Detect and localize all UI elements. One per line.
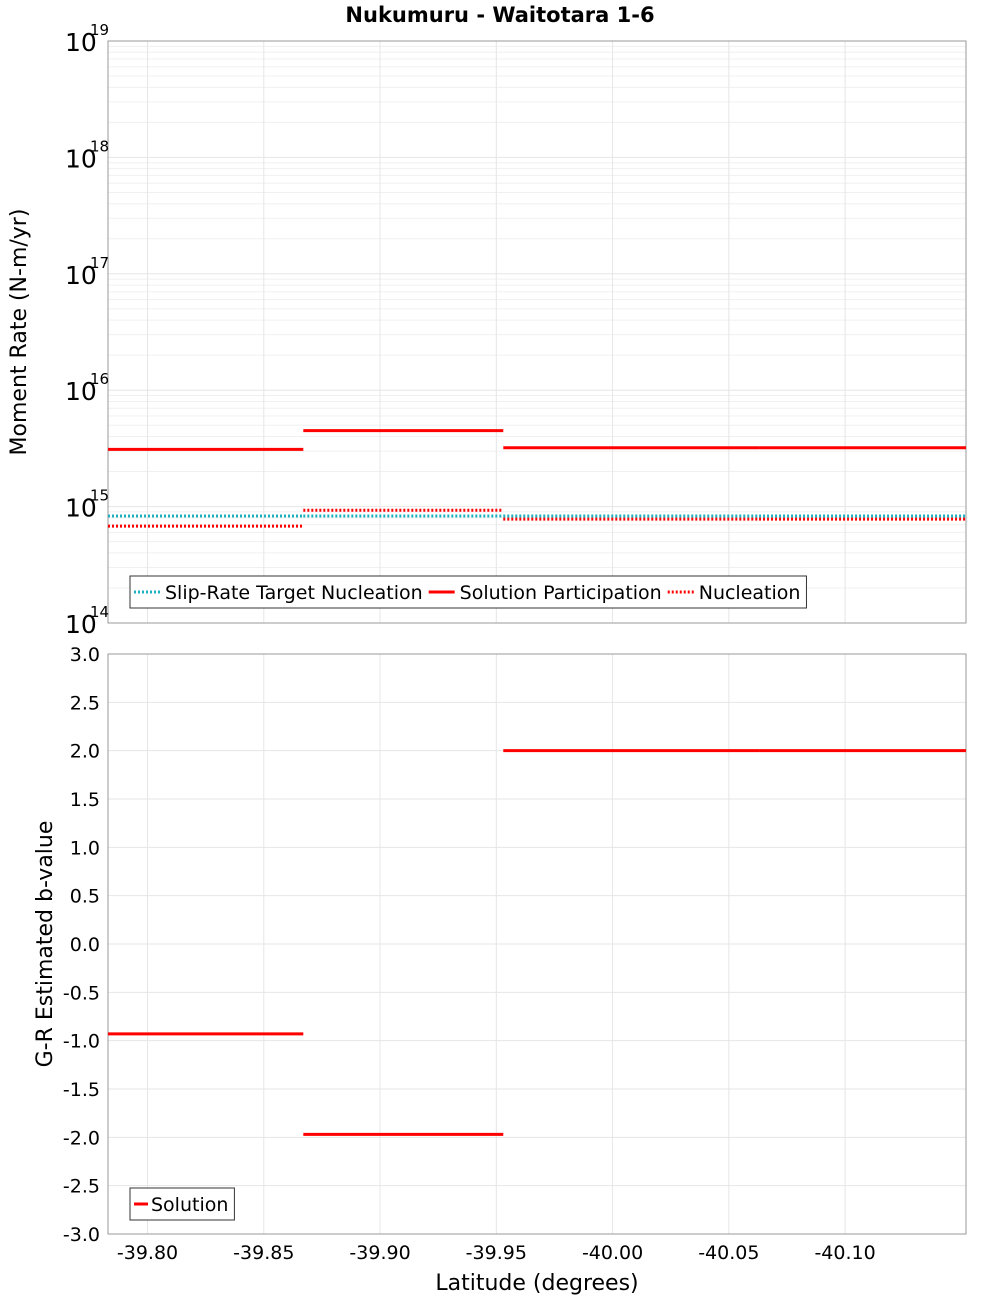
y-tick-exponent: 14 <box>90 603 109 621</box>
y-tick-base: 10 <box>65 261 97 290</box>
y-tick-base: 10 <box>65 494 97 523</box>
latitude-x-tick-label: -39.80 <box>117 1242 178 1264</box>
moment-rate-y-axis-label: Moment Rate (N-m/yr) <box>7 209 32 456</box>
y-tick-base: 10 <box>65 28 97 57</box>
legend-label: Solution <box>151 1194 228 1216</box>
moment-rate-plot-frame <box>107 40 967 624</box>
legend-label: Nucleation <box>699 582 801 604</box>
y-tick-base: 10 <box>65 377 97 406</box>
y-tick-base: 10 <box>65 610 97 639</box>
y-tick-exponent: 17 <box>90 254 109 272</box>
latitude-x-tick-label: -40.05 <box>698 1242 759 1264</box>
y-tick-exponent: 16 <box>90 370 109 388</box>
latitude-x-tick-label: -39.95 <box>466 1242 527 1264</box>
b-value-y-tick-label: 2.5 <box>70 692 100 714</box>
latitude-x-tick-label: -40.10 <box>814 1242 875 1264</box>
x-axis-label: Latitude (degrees) <box>435 1271 638 1296</box>
b-value-y-tick-label: -1.5 <box>63 1079 100 1101</box>
b-value-y-tick-label: 0.5 <box>70 886 100 908</box>
legend-item-slip-rate-target-nucleation: Slip-Rate Target Nucleation <box>134 582 423 604</box>
b-value-y-tick-label: -1.0 <box>63 1031 100 1053</box>
legend-label: Slip-Rate Target Nucleation <box>165 582 423 604</box>
moment-rate-series <box>108 429 966 528</box>
b-value-y-tick-label: -0.5 <box>63 982 100 1004</box>
y-tick-exponent: 19 <box>90 21 109 39</box>
chart-title: Nukumuru - Waitotara 1-6 <box>345 3 654 27</box>
latitude-x-tick-label: -39.90 <box>349 1242 410 1264</box>
b-value-y-tick-label: 1.5 <box>70 789 100 811</box>
y-tick-exponent: 15 <box>90 487 109 505</box>
moment-rate-grid <box>108 40 966 624</box>
latitude-x-tick-label: -40.00 <box>582 1242 643 1264</box>
b-value-plot: 3.0 2.5 2.0 1.5 1.0 0.5 0.0 -0.5 -1.0 -1.5 -2.0 -2.… <box>33 644 967 1296</box>
legend-label: Solution Participation <box>460 582 662 604</box>
b-value-y-tick-label: -2.0 <box>63 1127 100 1149</box>
b-value-y-axis-label: G-R Estimated b-value <box>33 821 58 1068</box>
legend-item-solution-participation: Solution Participation <box>428 582 662 604</box>
legend-item-nucleation: Nucleation <box>667 582 801 604</box>
b-value-legend: Solution <box>129 1187 235 1221</box>
b-value-y-tick-label: -2.5 <box>63 1176 100 1198</box>
b-value-solution-line <box>108 749 966 1136</box>
b-value-grid <box>108 653 966 1235</box>
y-tick-exponent: 18 <box>90 137 109 155</box>
b-value-plot-frame <box>107 653 967 1235</box>
b-value-y-tick-label: 3.0 <box>70 644 100 666</box>
b-value-y-tick-label: 0.0 <box>70 934 100 956</box>
b-value-y-tick-label: -3.0 <box>63 1224 100 1246</box>
latitude-x-tick-label: -39.85 <box>233 1242 294 1264</box>
b-value-y-tick-label: 1.0 <box>70 837 100 859</box>
b-value-y-ticks: 3.0 2.5 2.0 1.5 1.0 0.5 0.0 -0.5 -1.0 -1.5 -2.0 -2.… <box>63 644 100 1246</box>
b-value-y-tick-label: 2.0 <box>70 741 100 763</box>
nucleation-line <box>108 508 966 528</box>
legend-item-solution: Solution <box>129 1187 235 1221</box>
y-tick-base: 10 <box>65 144 97 173</box>
b-value-series <box>108 749 966 1136</box>
latitude-x-ticks: -39.80 -39.85 -39.90 -39.95 -40.00 -40.05 -40.… <box>117 1242 876 1264</box>
moment-rate-legend: Slip-Rate Target Nucleation Solution Part… <box>129 575 807 609</box>
solution-participation-line <box>108 429 966 451</box>
